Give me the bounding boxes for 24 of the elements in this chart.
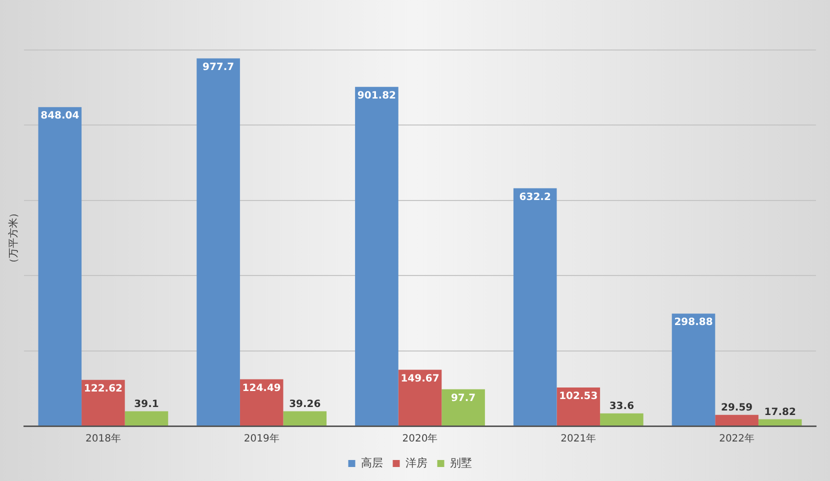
data-label: 848.04 (40, 110, 80, 122)
legend-label: 别墅 (450, 456, 472, 470)
x-tick-label: 2022年 (719, 432, 755, 445)
data-label: 901.82 (357, 90, 396, 102)
data-label: 33.6 (609, 400, 634, 412)
x-tick-label: 2021年 (560, 432, 596, 445)
data-label: 632.2 (519, 192, 551, 203)
data-label: 39.26 (289, 398, 321, 410)
data-label: 29.59 (720, 402, 753, 414)
data-label: 39.1 (134, 398, 159, 410)
data-label: 122.62 (84, 383, 123, 394)
x-tick-label: 2018年 (85, 432, 121, 445)
data-label: 977.7 (202, 62, 234, 73)
legend-label: 洋房 (405, 456, 428, 470)
data-label: 17.82 (764, 406, 796, 418)
y-axis-title: （万平方米） (8, 208, 20, 268)
legend-label: 高层 (360, 456, 383, 470)
x-tick-label: 2019年 (244, 432, 280, 445)
data-label: 298.88 (674, 317, 713, 328)
data-label: 102.53 (559, 391, 598, 402)
x-tick-label: 2020年 (402, 432, 438, 445)
data-label: 149.67 (400, 373, 440, 384)
data-label: 124.49 (242, 382, 281, 394)
data-label: 97.7 (450, 392, 476, 404)
